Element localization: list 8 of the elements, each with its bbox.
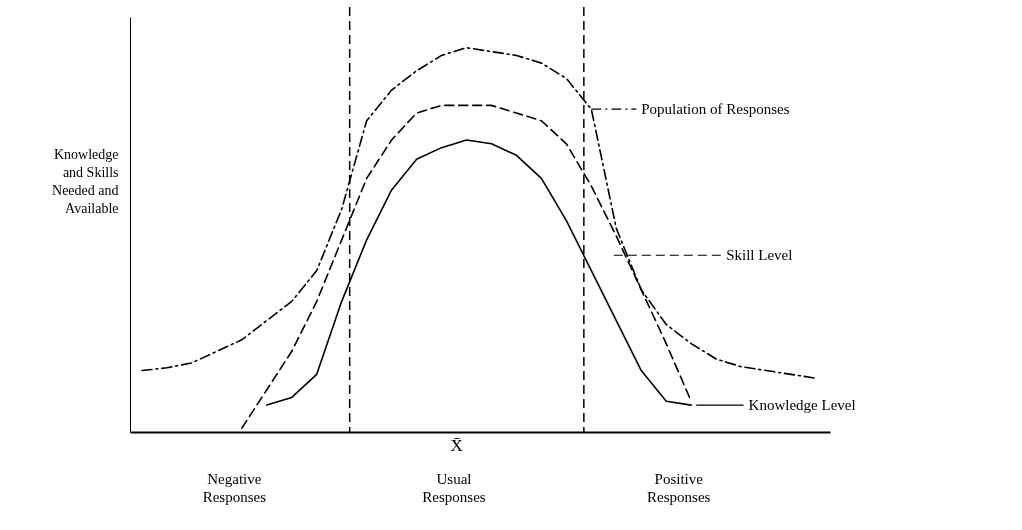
text: Skill Level — [726, 247, 793, 264]
text: X̄ — [450, 436, 463, 455]
legend-label: Knowledge Level — [748, 397, 856, 414]
y-axis-title: Knowledge and Skills Needed and Available — [52, 146, 119, 216]
text: Usual Responses — [422, 471, 486, 505]
legend-label: Population of Responses — [641, 101, 790, 118]
text: Positive Responses — [647, 471, 711, 505]
text: Negative Responses — [202, 471, 267, 505]
